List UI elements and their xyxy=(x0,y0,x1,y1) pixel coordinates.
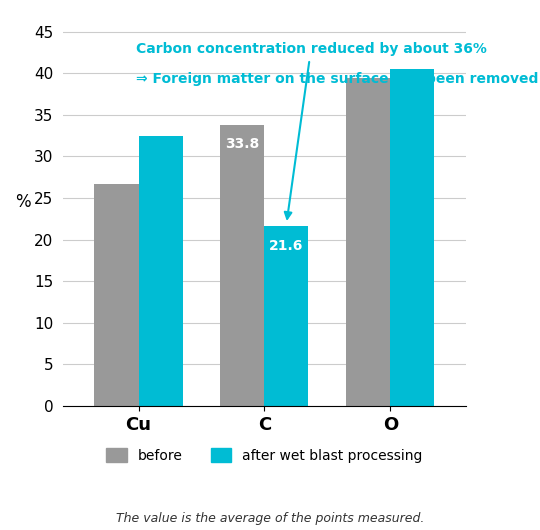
Bar xyxy=(220,125,265,406)
Y-axis label: %: % xyxy=(15,192,31,210)
Text: ⇒ Foreign matter on the surface has been removed: ⇒ Foreign matter on the surface has been… xyxy=(136,72,538,86)
Text: 33.8: 33.8 xyxy=(225,137,260,152)
Legend: before, after wet blast processing: before, after wet blast processing xyxy=(99,441,430,470)
Bar xyxy=(139,137,183,406)
Bar xyxy=(94,184,139,406)
Bar xyxy=(265,226,308,406)
Text: 21.6: 21.6 xyxy=(269,239,303,253)
Bar xyxy=(390,69,434,406)
Text: Carbon concentration reduced by about 36%: Carbon concentration reduced by about 36… xyxy=(136,42,487,219)
Bar xyxy=(346,78,390,406)
Text: The value is the average of the points measured.: The value is the average of the points m… xyxy=(116,511,424,525)
